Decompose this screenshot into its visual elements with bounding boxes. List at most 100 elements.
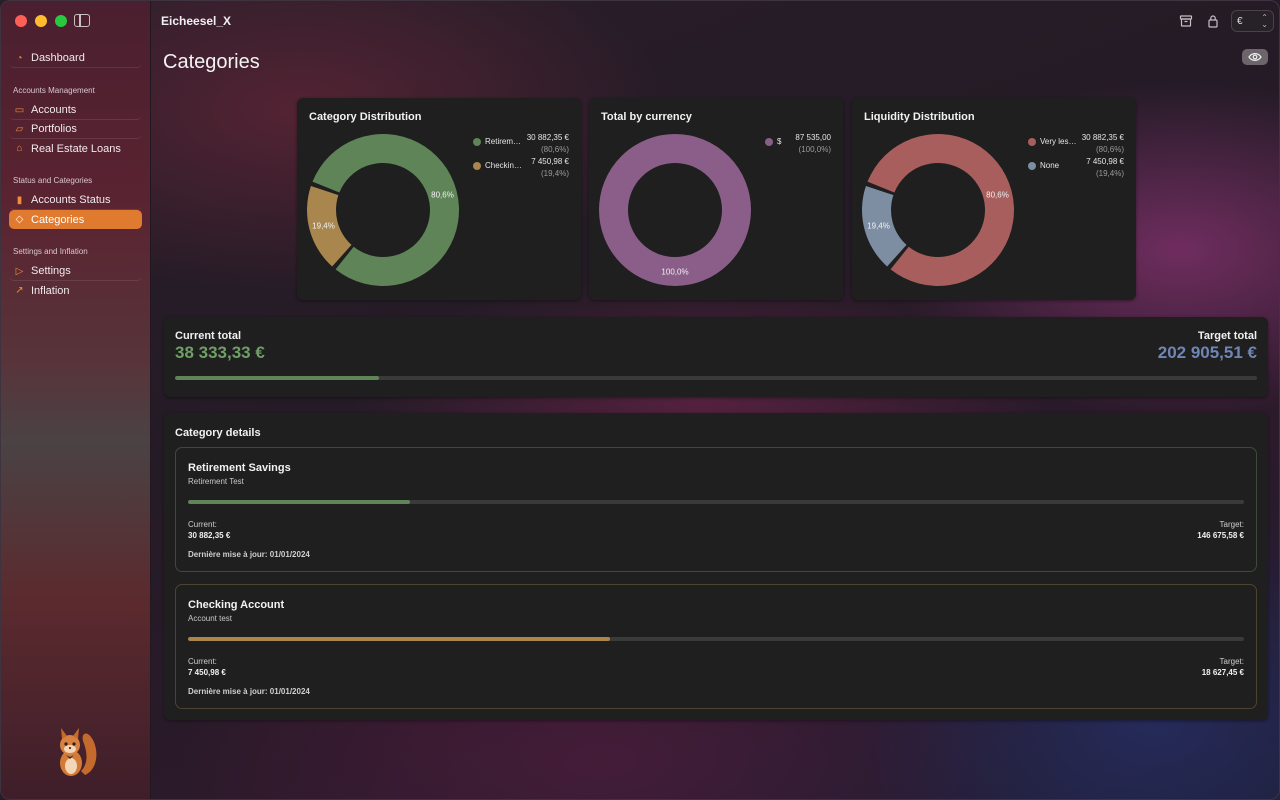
page-title: Categories bbox=[163, 51, 260, 73]
chart-card-liquidity-distribution: Liquidity Distribution 80,6% 19,4% Very l… bbox=[852, 98, 1136, 300]
bar-chart-icon: ▮ bbox=[16, 194, 23, 206]
legend-value: 87 535,00 (100,0%) bbox=[795, 133, 831, 154]
house-icon: ⌂ bbox=[16, 143, 23, 154]
window-controls bbox=[15, 15, 67, 27]
sidebar-nav: ◔ Dashboard Accounts Management ▭ Accoun… bbox=[9, 49, 142, 300]
archive-icon[interactable] bbox=[1179, 14, 1193, 28]
legend-swatch bbox=[1028, 138, 1036, 146]
tag-icon: ◇ bbox=[15, 214, 24, 225]
legend-value: 7 450,98 € (19,4%) bbox=[531, 157, 569, 178]
target-value: 146 675,58 € bbox=[1197, 531, 1244, 540]
sidebar-toggle-icon[interactable] bbox=[74, 14, 90, 27]
legend-item: Very les… 30 882,35 € (80,6%) bbox=[1028, 132, 1124, 156]
category-subtitle: Retirement Test bbox=[188, 477, 244, 486]
current-label: Current: bbox=[188, 520, 217, 529]
sidebar: ◔ Dashboard Accounts Management ▭ Accoun… bbox=[1, 1, 151, 799]
minimize-window-button[interactable] bbox=[35, 15, 47, 27]
folder-icon: ▱ bbox=[15, 123, 24, 135]
category-name: Retirement Savings bbox=[188, 462, 291, 474]
play-circle-icon: ▷ bbox=[15, 265, 24, 277]
total-progress-fill bbox=[175, 376, 380, 380]
eye-icon bbox=[1248, 53, 1262, 61]
legend-swatch bbox=[473, 162, 481, 170]
current-label: Current: bbox=[188, 657, 217, 666]
legend-swatch bbox=[765, 138, 773, 146]
squirrel-mascot-icon bbox=[60, 728, 97, 776]
sidebar-item-settings[interactable]: ▷ Settings bbox=[9, 262, 142, 281]
category-detail-item[interactable]: Checking Account Account test Current: 7… bbox=[175, 584, 1257, 709]
donut-slice bbox=[862, 185, 907, 267]
target-label: Target: bbox=[1219, 520, 1244, 529]
chart-title: Total by currency bbox=[601, 111, 692, 123]
category-progress-fill bbox=[188, 637, 611, 641]
category-progress-bar bbox=[188, 500, 1244, 504]
donut-slice-label: 19,4% bbox=[867, 222, 890, 231]
app-title: Eicheesel_X bbox=[161, 14, 232, 28]
category-progress-fill bbox=[188, 500, 410, 504]
chart-legend: $ 87 535,00 (100,0%) bbox=[765, 132, 831, 156]
sidebar-item-real-estate-loans[interactable]: ⌂ Real Estate Loans bbox=[9, 139, 142, 158]
donut-slice bbox=[312, 134, 459, 286]
legend-value: 7 450,98 € (19,4%) bbox=[1086, 157, 1124, 178]
donut-chart: 80,6% 19,4% bbox=[307, 134, 459, 286]
legend-label: Retirem… bbox=[485, 137, 522, 146]
sidebar-item-label: Portfolios bbox=[31, 123, 77, 135]
legend-label: None bbox=[1040, 161, 1060, 170]
currency-select-value: € bbox=[1237, 15, 1243, 27]
current-value: 7 450,98 € bbox=[188, 668, 226, 677]
total-progress-bar bbox=[175, 376, 1257, 380]
sidebar-item-portfolios[interactable]: ▱ Portfolios bbox=[9, 120, 142, 139]
donut-slice bbox=[867, 134, 1014, 286]
legend-value: 30 882,35 € (80,6%) bbox=[1081, 133, 1124, 154]
donut-chart: 100,0% bbox=[599, 134, 751, 286]
sidebar-item-categories[interactable]: ◇ Categories bbox=[9, 210, 142, 229]
sidebar-item-accounts-status[interactable]: ▮ Accounts Status bbox=[9, 191, 142, 210]
donut-slice bbox=[307, 185, 352, 267]
category-progress-bar bbox=[188, 637, 1244, 641]
category-detail-item[interactable]: Retirement Savings Retirement Test Curre… bbox=[175, 447, 1257, 572]
chart-card-category-distribution: Category Distribution 80,6% 19,4% Retirem… bbox=[297, 98, 581, 300]
sidebar-item-label: Categories bbox=[31, 213, 85, 226]
target-value: 18 627,45 € bbox=[1201, 668, 1244, 677]
sidebar-section-title: Status and Categories bbox=[13, 176, 93, 185]
chart-title: Category Distribution bbox=[309, 111, 422, 123]
sidebar-item-label: Real Estate Loans bbox=[31, 142, 121, 155]
close-window-button[interactable] bbox=[15, 15, 27, 27]
legend-label: Very les… bbox=[1040, 137, 1077, 146]
chevron-up-down-icon: ⌃ ⌄ bbox=[1261, 13, 1268, 29]
legend-item: Checkin… 7 450,98 € (19,4%) bbox=[473, 156, 569, 180]
chart-card-total-by-currency: Total by currency 100,0% $ 87 535,00 (100… bbox=[589, 98, 843, 300]
zoom-window-button[interactable] bbox=[55, 15, 67, 27]
current-total-label: Current total bbox=[175, 330, 241, 342]
sidebar-item-label: Inflation bbox=[31, 284, 70, 297]
category-name: Checking Account bbox=[188, 599, 285, 611]
legend-swatch bbox=[1028, 162, 1036, 170]
sidebar-item-accounts[interactable]: ▭ Accounts bbox=[9, 101, 142, 120]
category-details-card: Category details Retirement Savings Reti… bbox=[164, 413, 1268, 720]
donut-slice-label: 100,0% bbox=[661, 268, 688, 277]
sidebar-item-dashboard[interactable]: ◔ Dashboard bbox=[9, 49, 142, 68]
bank-icon: ▭ bbox=[14, 104, 25, 116]
target-label: Target: bbox=[1219, 657, 1244, 666]
category-subtitle: Account test bbox=[188, 614, 233, 623]
target-total-value: 202 905,51 € bbox=[1157, 343, 1257, 362]
sidebar-section-title: Accounts Management bbox=[13, 86, 95, 95]
target-total-label: Target total bbox=[1197, 330, 1257, 342]
donut-slice-label: 80,6% bbox=[431, 190, 454, 199]
lock-icon[interactable] bbox=[1206, 14, 1220, 28]
currency-select[interactable]: € ⌃ ⌄ bbox=[1231, 10, 1274, 32]
sidebar-item-label: Dashboard bbox=[31, 52, 85, 64]
chart-title: Liquidity Distribution bbox=[864, 111, 975, 123]
legend-label: $ bbox=[777, 137, 782, 146]
legend-swatch bbox=[473, 138, 481, 146]
donut-chart: 80,6% 19,4% bbox=[862, 134, 1014, 286]
donut-slice bbox=[599, 134, 751, 286]
chart-legend: Very les… 30 882,35 € (80,6%) None 7 450,… bbox=[1028, 132, 1124, 180]
title-bar: Eicheesel_X € ⌃ ⌄ bbox=[152, 1, 1279, 41]
visibility-toggle-button[interactable] bbox=[1242, 49, 1268, 65]
legend-label: Checkin… bbox=[485, 161, 522, 170]
last-updated: Dernière mise à jour: 01/01/2024 bbox=[188, 687, 310, 696]
chart-legend: Retirem… 30 882,35 € (80,6%) Checkin… 7 4… bbox=[473, 132, 569, 180]
sidebar-item-inflation[interactable]: ↗ Inflation bbox=[9, 281, 142, 300]
donut-slice-label: 19,4% bbox=[312, 222, 335, 231]
